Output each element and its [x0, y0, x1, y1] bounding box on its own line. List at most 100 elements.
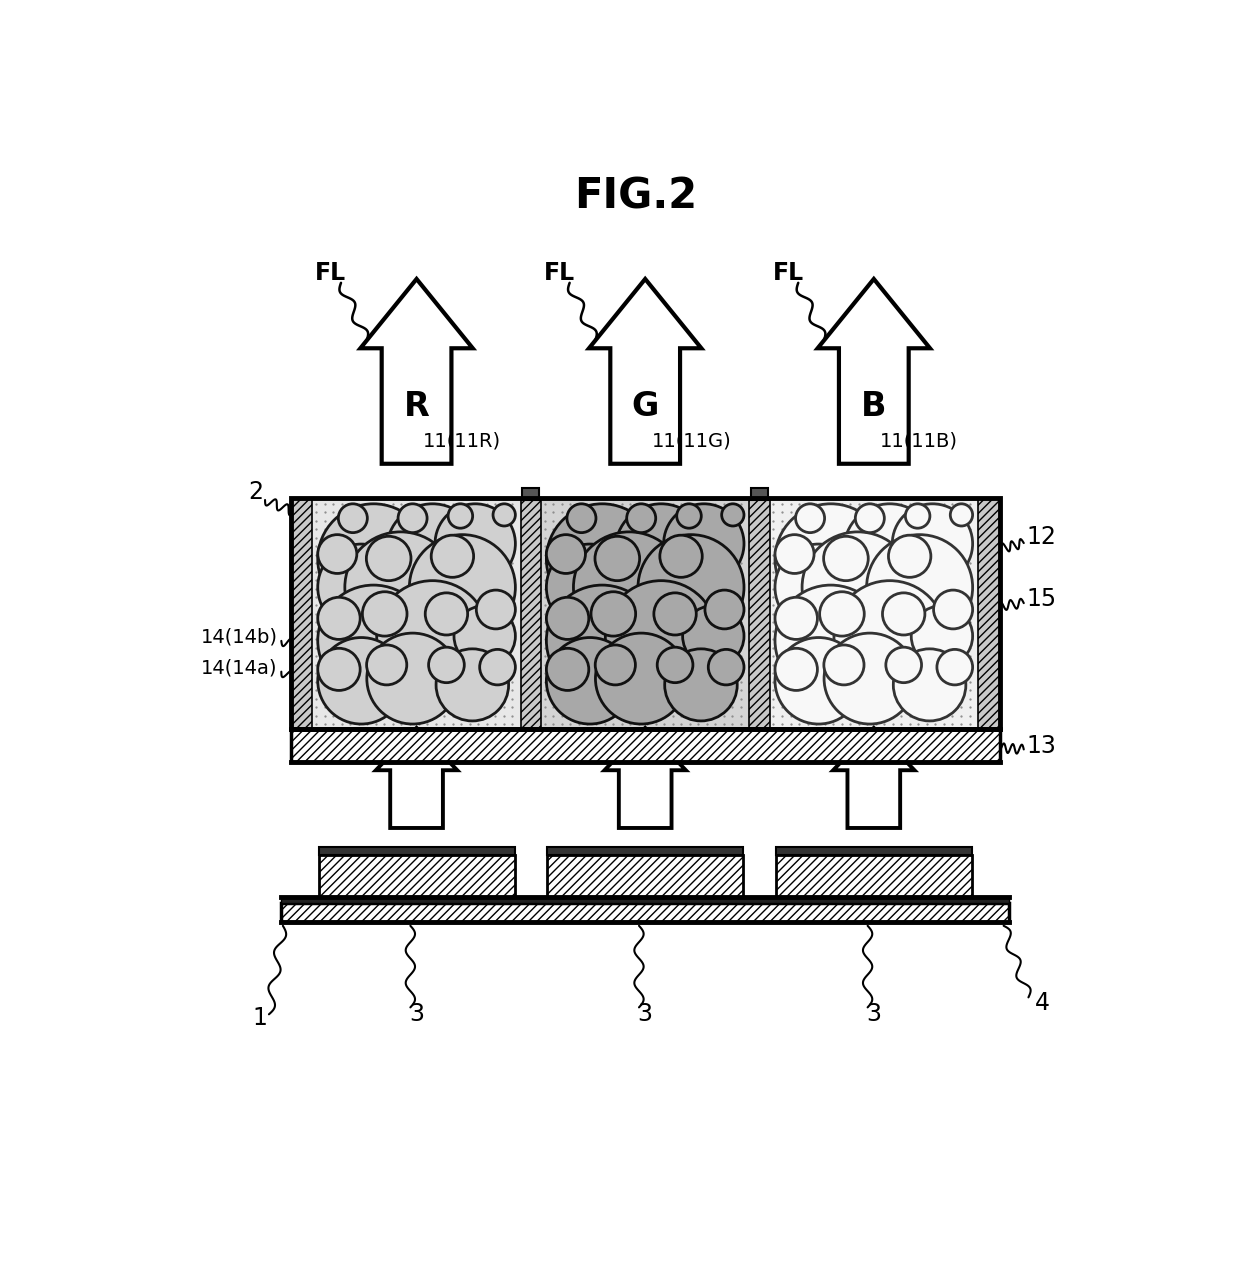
- Text: L: L: [568, 737, 582, 757]
- Circle shape: [367, 644, 407, 685]
- Circle shape: [663, 504, 744, 584]
- Circle shape: [317, 534, 357, 573]
- Polygon shape: [605, 728, 686, 828]
- Text: G: G: [631, 390, 658, 423]
- Circle shape: [547, 544, 634, 630]
- Text: FIG.2: FIG.2: [574, 176, 697, 218]
- Text: FL: FL: [544, 261, 575, 285]
- Circle shape: [825, 633, 915, 724]
- Circle shape: [775, 504, 887, 615]
- Circle shape: [639, 534, 744, 641]
- Polygon shape: [833, 728, 915, 828]
- Circle shape: [775, 534, 815, 573]
- Text: L: L: [797, 737, 810, 757]
- Bar: [522, 487, 539, 500]
- Circle shape: [911, 605, 972, 667]
- Text: FL: FL: [315, 261, 346, 285]
- Circle shape: [547, 638, 634, 724]
- Circle shape: [409, 534, 516, 641]
- Circle shape: [547, 585, 658, 696]
- Circle shape: [339, 504, 367, 533]
- Circle shape: [362, 591, 407, 636]
- Circle shape: [573, 532, 684, 643]
- Text: 11(11B): 11(11B): [880, 432, 959, 451]
- Polygon shape: [361, 279, 472, 463]
- Circle shape: [802, 532, 914, 643]
- Circle shape: [626, 504, 656, 533]
- Circle shape: [682, 605, 744, 667]
- Circle shape: [494, 504, 516, 525]
- Circle shape: [775, 648, 817, 690]
- Text: 4: 4: [1035, 991, 1050, 1015]
- Bar: [770, 499, 978, 729]
- Text: 11(11G): 11(11G): [651, 432, 732, 451]
- Polygon shape: [589, 279, 702, 463]
- Text: FL: FL: [773, 261, 804, 285]
- Circle shape: [317, 648, 360, 690]
- Bar: [751, 487, 768, 500]
- Bar: [290, 499, 999, 729]
- Circle shape: [387, 504, 479, 595]
- Circle shape: [823, 537, 868, 581]
- Circle shape: [820, 591, 864, 636]
- Text: 3: 3: [637, 1003, 652, 1027]
- Circle shape: [722, 504, 744, 525]
- Circle shape: [317, 585, 429, 696]
- Circle shape: [366, 537, 410, 581]
- Circle shape: [704, 590, 744, 629]
- Bar: [749, 499, 770, 729]
- Text: 14(14b): 14(14b): [201, 628, 278, 647]
- Circle shape: [660, 536, 702, 577]
- Circle shape: [605, 581, 717, 691]
- Circle shape: [317, 638, 404, 724]
- Circle shape: [615, 504, 707, 595]
- Circle shape: [595, 537, 640, 581]
- Circle shape: [844, 504, 935, 595]
- Circle shape: [454, 605, 516, 667]
- Circle shape: [905, 504, 930, 528]
- Polygon shape: [376, 728, 458, 828]
- Circle shape: [950, 504, 972, 525]
- Circle shape: [775, 585, 887, 696]
- Bar: [776, 855, 972, 898]
- Circle shape: [856, 504, 884, 533]
- Bar: [521, 499, 541, 729]
- Circle shape: [934, 590, 972, 629]
- Text: 13: 13: [1027, 733, 1056, 757]
- Circle shape: [547, 648, 589, 690]
- Text: R: R: [404, 390, 429, 423]
- Circle shape: [937, 649, 972, 685]
- Circle shape: [547, 598, 589, 639]
- Circle shape: [867, 534, 972, 641]
- Circle shape: [775, 638, 862, 724]
- Bar: [281, 898, 1009, 904]
- Circle shape: [885, 647, 921, 682]
- Text: L: L: [340, 737, 353, 757]
- Circle shape: [432, 536, 474, 577]
- Circle shape: [657, 647, 693, 682]
- Text: 11(11R): 11(11R): [423, 432, 501, 451]
- Circle shape: [775, 598, 817, 639]
- Text: B: B: [861, 390, 887, 423]
- Circle shape: [547, 504, 658, 615]
- Circle shape: [547, 534, 585, 573]
- Circle shape: [775, 544, 862, 630]
- Circle shape: [796, 504, 825, 533]
- Circle shape: [595, 633, 687, 724]
- Circle shape: [883, 592, 925, 636]
- Circle shape: [345, 532, 456, 643]
- Text: 15: 15: [1027, 586, 1056, 610]
- Circle shape: [823, 644, 864, 685]
- Circle shape: [429, 647, 464, 682]
- Circle shape: [448, 504, 472, 528]
- Circle shape: [398, 504, 427, 533]
- Bar: [978, 499, 999, 729]
- Text: 14(14a): 14(14a): [201, 658, 278, 677]
- Bar: [319, 847, 515, 855]
- Circle shape: [888, 536, 931, 577]
- Text: 3: 3: [409, 1003, 424, 1027]
- Circle shape: [893, 649, 966, 720]
- Circle shape: [317, 544, 404, 630]
- Bar: [312, 499, 521, 729]
- Circle shape: [480, 649, 516, 685]
